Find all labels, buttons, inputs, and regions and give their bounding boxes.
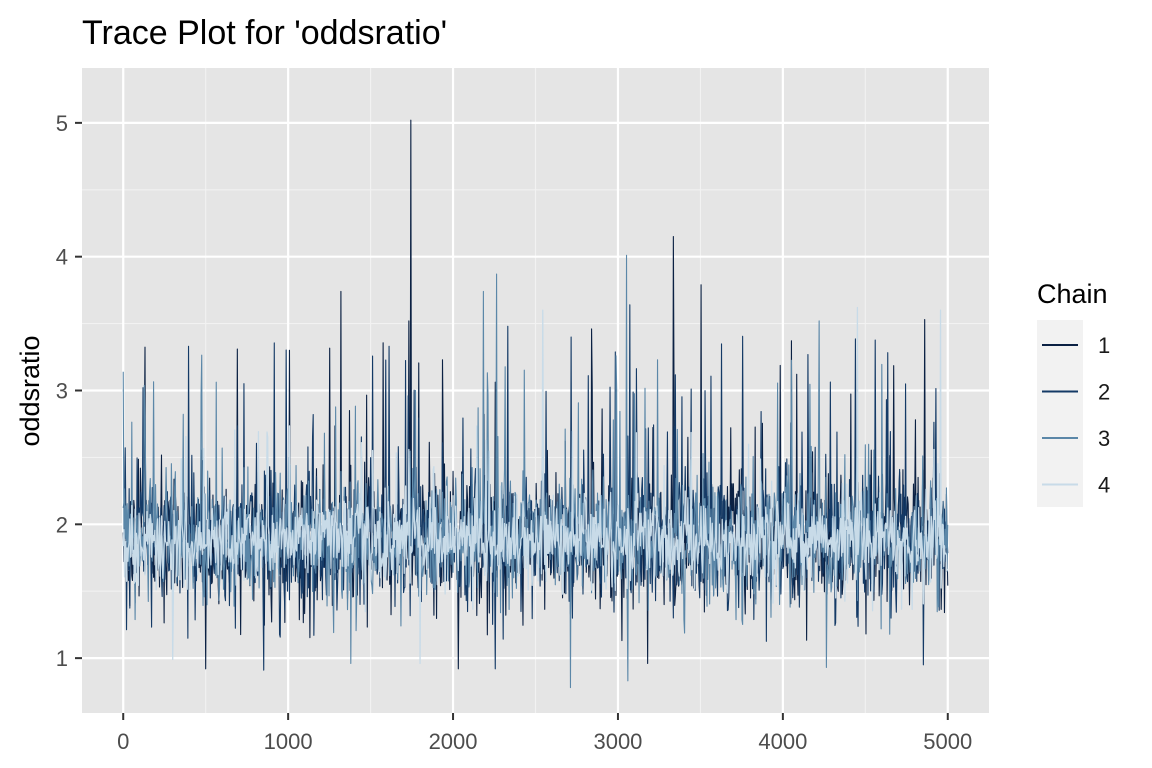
chart-title: Trace Plot for 'oddsratio' bbox=[82, 14, 447, 52]
x-tick-label: 0 bbox=[117, 729, 129, 754]
legend-label-1: 1 bbox=[1098, 333, 1110, 358]
x-tick-label: 4000 bbox=[758, 729, 807, 754]
y-axis: 1 2 3 4 5 bbox=[56, 111, 82, 671]
x-tick-label: 1000 bbox=[264, 729, 313, 754]
legend-key-background bbox=[1037, 320, 1083, 507]
legend-label-3: 3 bbox=[1098, 426, 1110, 451]
legend-label-4: 4 bbox=[1098, 473, 1110, 498]
legend: Chain 1 2 3 4 bbox=[1037, 279, 1110, 507]
x-tick-label: 3000 bbox=[593, 729, 642, 754]
y-tick-label: 4 bbox=[56, 245, 68, 270]
x-axis: 0 1000 2000 3000 4000 5000 bbox=[117, 713, 972, 754]
y-tick-label: 3 bbox=[56, 379, 68, 404]
y-tick-label: 1 bbox=[56, 646, 68, 671]
x-tick-label: 2000 bbox=[429, 729, 478, 754]
legend-title: Chain bbox=[1037, 279, 1108, 309]
legend-label-2: 2 bbox=[1098, 380, 1110, 405]
y-tick-label: 2 bbox=[56, 512, 68, 537]
x-tick-label: 5000 bbox=[923, 729, 972, 754]
y-axis-title: oddsratio bbox=[15, 335, 45, 446]
series-4-trace bbox=[122, 306, 949, 665]
series-layer bbox=[122, 119, 949, 689]
y-tick-label: 5 bbox=[56, 111, 68, 136]
